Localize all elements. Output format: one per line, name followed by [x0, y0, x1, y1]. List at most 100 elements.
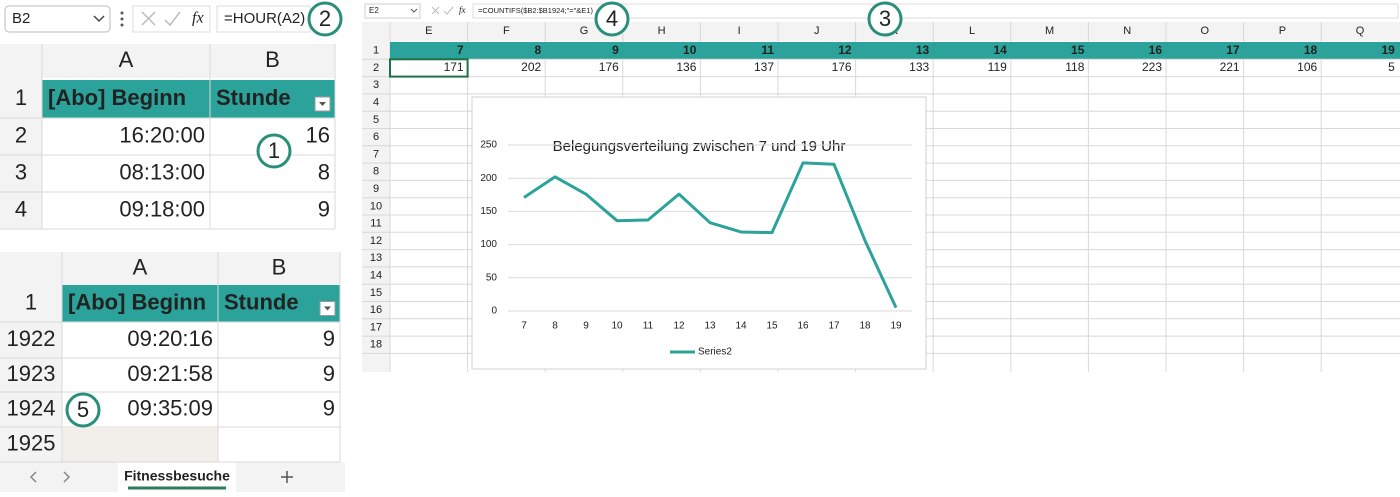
name-box-text: E2	[369, 6, 379, 15]
column-header: L	[969, 25, 975, 37]
row-header: 14	[370, 269, 382, 281]
header-row	[62, 285, 340, 322]
x-tick-label: 10	[611, 321, 623, 332]
column-header: N	[1123, 25, 1131, 37]
cell: 136	[676, 60, 696, 74]
dropdown-icon[interactable]	[93, 15, 105, 23]
row-header: 18	[370, 339, 382, 351]
cell: 7	[457, 43, 464, 57]
cell: 14	[993, 43, 1007, 57]
name-box[interactable]	[4, 5, 111, 33]
cell: 8	[535, 43, 542, 57]
cell: 10	[683, 43, 697, 57]
formula-box[interactable]	[216, 5, 311, 33]
row-header: 13	[370, 252, 382, 264]
x-tick-label: 15	[766, 321, 778, 332]
more-icon	[120, 11, 124, 27]
row-header: 6	[373, 131, 379, 143]
next-sheet[interactable]	[63, 471, 71, 483]
cell: 133	[909, 60, 929, 74]
fx-icon[interactable]: fx	[459, 5, 466, 15]
y-tick-label: 50	[486, 272, 498, 283]
callout-number: 4	[606, 6, 618, 31]
cancel-icon[interactable]	[431, 6, 440, 15]
row-header: 16	[370, 304, 382, 316]
cell: 17	[1226, 43, 1240, 57]
y-tick-label: 0	[491, 306, 497, 317]
cell: 09:20:16	[127, 326, 213, 351]
x-tick-label: 18	[859, 321, 871, 332]
dropdown-icon[interactable]	[410, 8, 418, 13]
enter-icon[interactable]	[443, 6, 454, 15]
cell: 19	[1381, 43, 1395, 57]
cell: 16	[306, 122, 330, 147]
formula-box[interactable]	[472, 3, 1399, 19]
cell: 106	[1297, 60, 1317, 74]
column-header: H	[658, 25, 666, 37]
header-row	[390, 42, 1400, 60]
x-tick-label: 9	[583, 321, 589, 332]
cell: 119	[988, 60, 1007, 74]
x-tick-label: 13	[704, 321, 716, 332]
row-header: 4	[373, 96, 379, 108]
table-header: Stunde	[216, 85, 291, 110]
column-header: M	[1045, 25, 1054, 37]
prev-sheet[interactable]	[29, 471, 37, 483]
name-box-text: B2	[12, 10, 30, 27]
cell: 13	[916, 43, 930, 57]
column-header: I	[738, 25, 741, 37]
cell: 15	[1071, 43, 1085, 57]
cell: 9	[323, 326, 335, 351]
cell: 11	[761, 43, 774, 57]
row-header: 1924	[7, 395, 56, 420]
row-header: 7	[373, 148, 379, 160]
callout	[256, 133, 292, 169]
row-header-bar	[362, 22, 390, 372]
cell: 8	[318, 159, 330, 184]
formula-text: =HOUR(A2)	[224, 10, 305, 27]
row-header: 12	[370, 235, 382, 247]
cell: 16	[1149, 43, 1163, 57]
row-header: 1	[373, 45, 379, 57]
fx-icon[interactable]: fx	[192, 10, 204, 27]
cell: 5	[1388, 60, 1395, 74]
table-header: [Abo] Beginn	[48, 85, 186, 110]
column-header: Q	[1356, 25, 1365, 37]
cell: 9	[612, 43, 619, 57]
add-sheet[interactable]	[281, 471, 293, 483]
selected-cell	[389, 58, 469, 78]
row-header: 17	[370, 321, 382, 333]
y-tick-label: 100	[480, 239, 497, 250]
cancel-icon[interactable]	[141, 11, 156, 26]
column-header: B	[265, 47, 280, 72]
row-header: 11	[370, 218, 381, 230]
row-header: 10	[370, 200, 382, 212]
table-header: Stunde	[224, 289, 299, 314]
callout	[867, 1, 903, 37]
name-box[interactable]	[364, 3, 421, 19]
selected-cell	[62, 427, 218, 462]
column-header: A	[119, 47, 134, 72]
legend-label: Series2	[698, 347, 732, 358]
callout-number: 3	[879, 6, 891, 31]
cell: 202	[521, 60, 541, 74]
cell: 09:21:58	[127, 361, 213, 386]
row-header: 9	[373, 183, 379, 195]
cell: 9	[318, 196, 330, 221]
row-header: 3	[373, 79, 379, 91]
row-header: 5	[373, 114, 379, 126]
x-tick-label: 17	[828, 321, 840, 332]
row-header: 8	[373, 166, 379, 178]
row-header: 1925	[7, 430, 56, 455]
enter-icon[interactable]	[164, 11, 181, 27]
x-tick-label: 19	[890, 321, 902, 332]
x-tick-label: 16	[797, 321, 809, 332]
cell: 16:20:00	[119, 122, 205, 147]
row-header: 15	[370, 287, 382, 299]
formula-buttons	[132, 5, 211, 33]
x-tick-label: 12	[673, 321, 685, 332]
cell: 176	[599, 60, 619, 74]
column-header: P	[1279, 25, 1286, 37]
row-header: 4	[15, 196, 27, 221]
